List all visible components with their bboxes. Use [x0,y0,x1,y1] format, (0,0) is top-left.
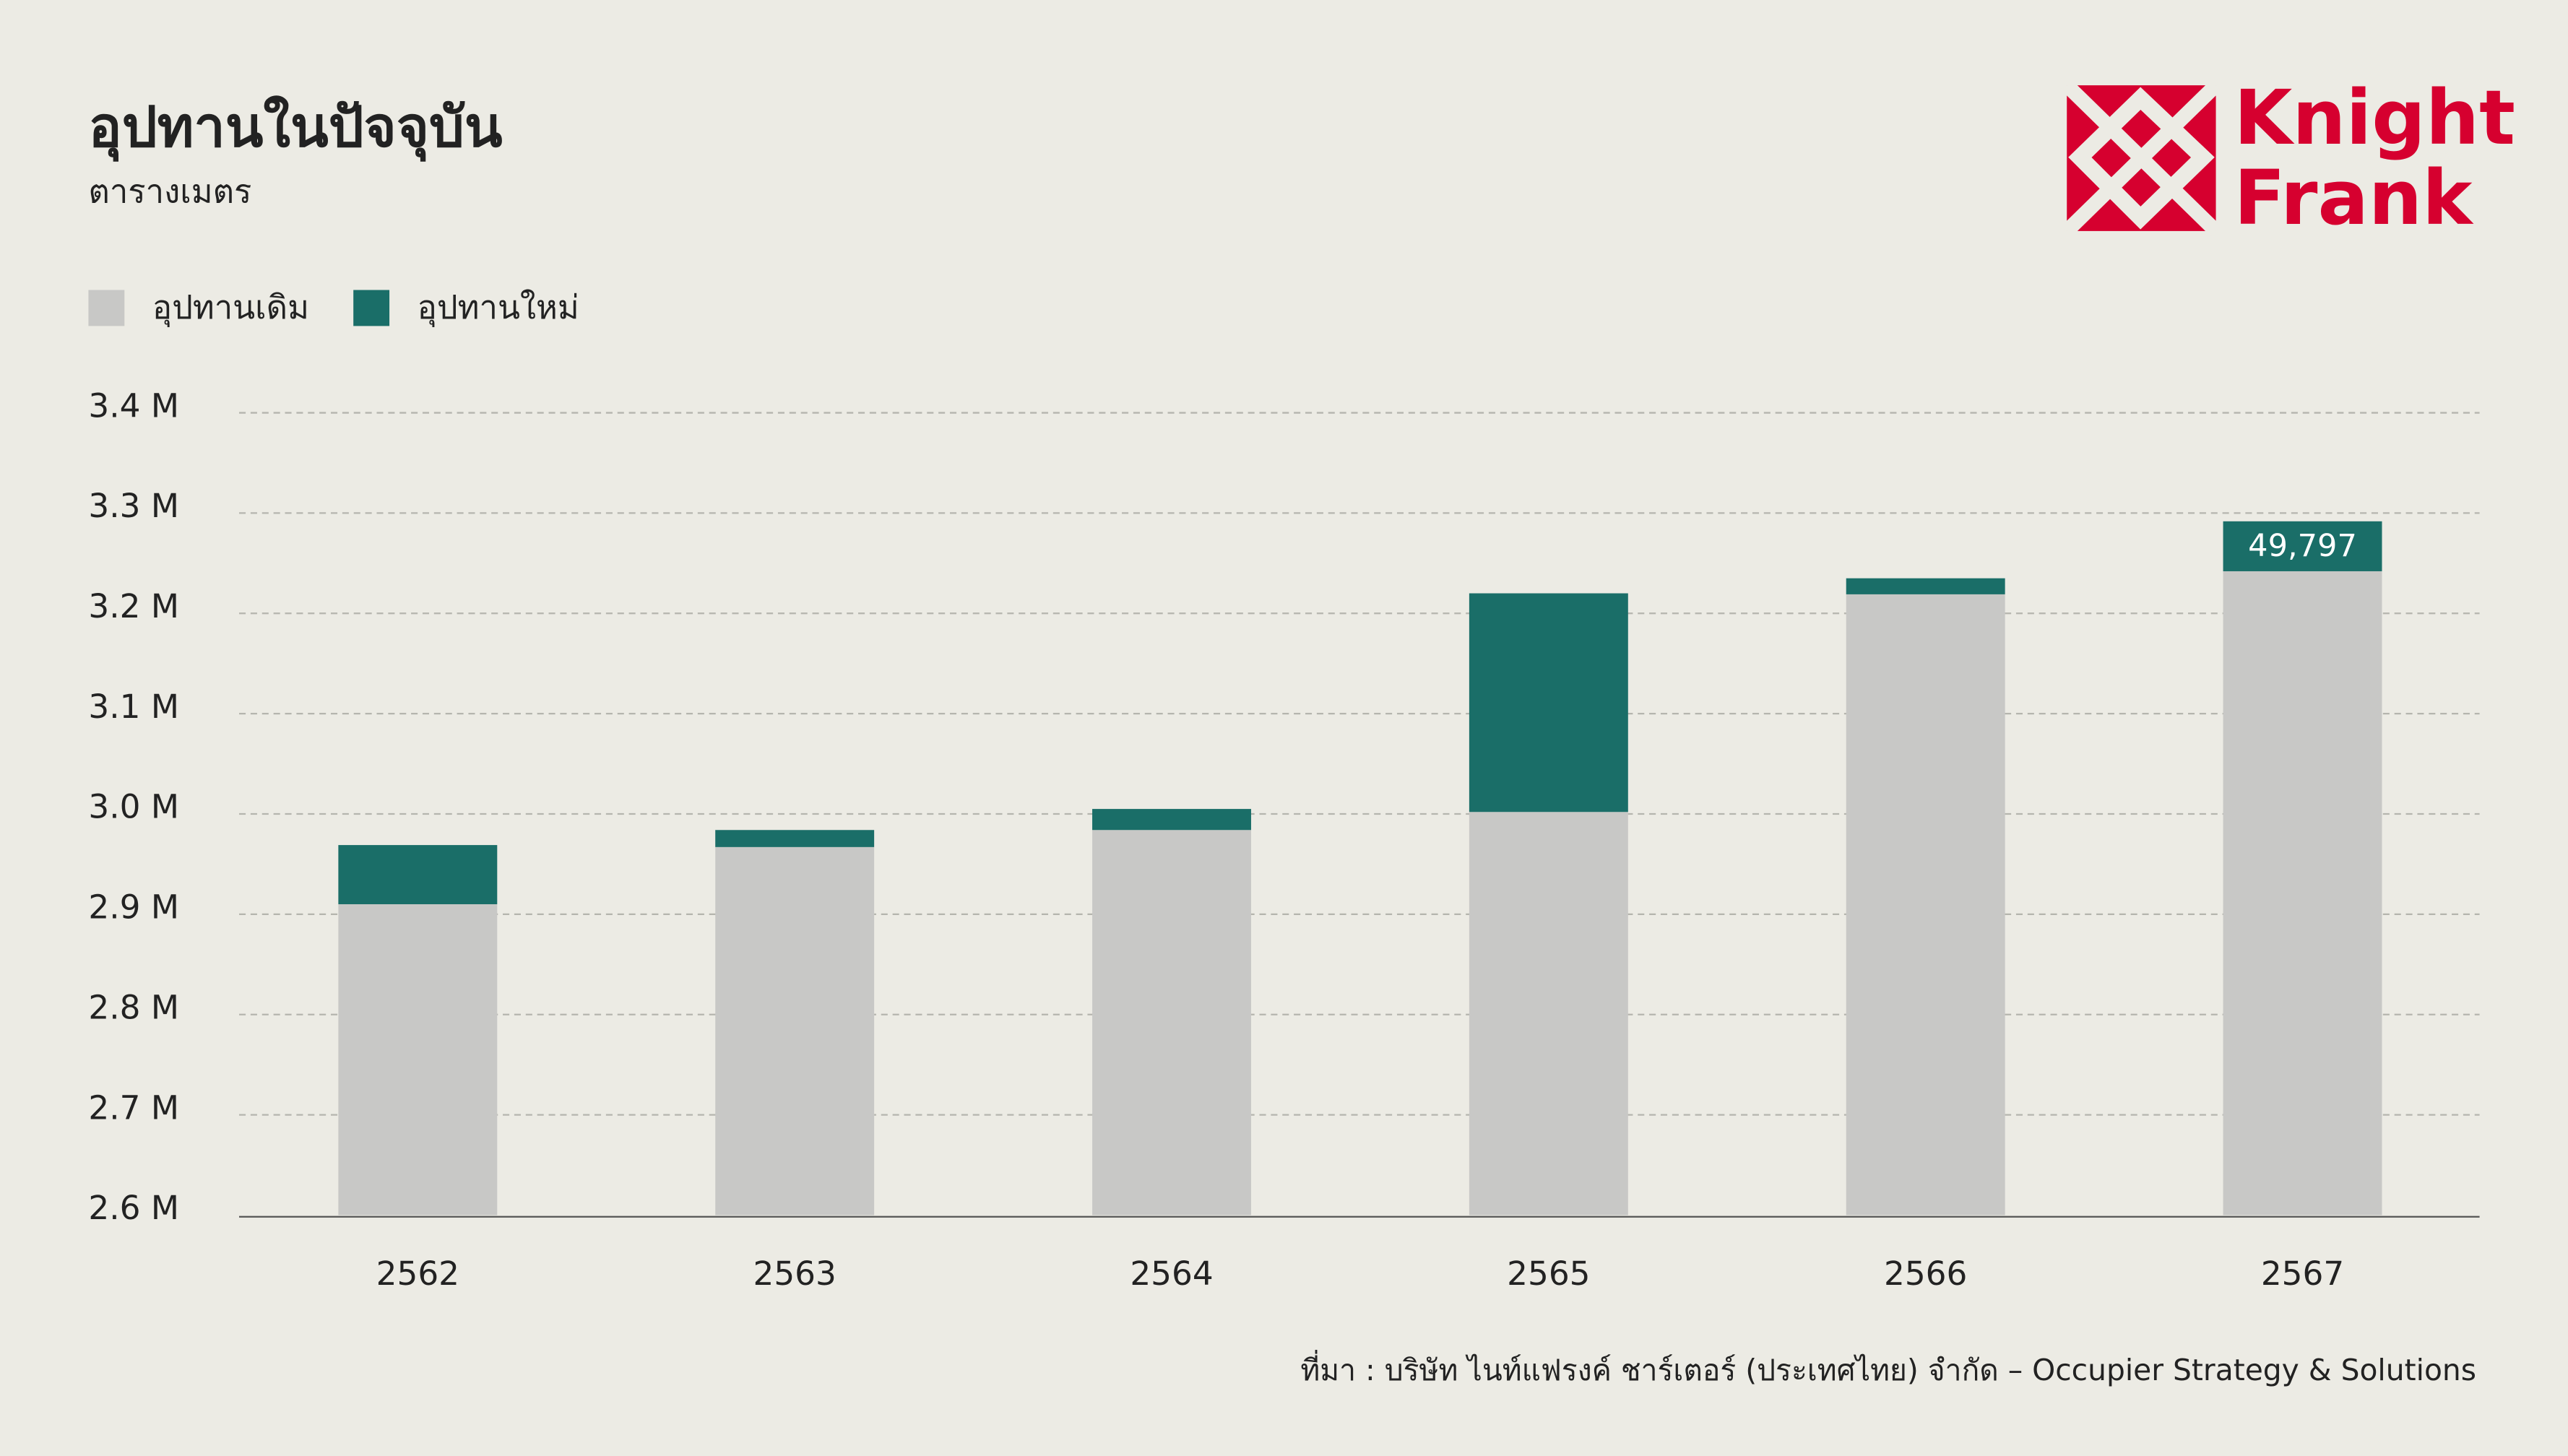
bar-segment [338,904,498,1216]
bar-segment [1469,593,1628,812]
y-tick-label: 3.1 M [88,688,179,726]
y-tick-label: 3.0 M [88,788,179,826]
bar-segment [1092,809,1251,831]
bar-segment [338,845,498,905]
x-tick-label: 2565 [1507,1254,1590,1293]
y-tick-label: 3.3 M [88,487,179,525]
bar-segment [1846,578,2005,594]
bar-segment [2223,571,2382,1216]
bar-segment [1846,594,2005,1216]
legend-swatch [353,290,390,326]
legend-label: อุปทานใหม่ [418,288,579,328]
chart-title: อุปทานในปัจจุบัน [88,95,503,162]
logo-text: Knight [2234,74,2515,162]
x-tick-label: 2566 [1884,1254,1967,1293]
legend-label: อุปทานเดิม [152,288,309,328]
logo-diamond [2068,87,2215,230]
y-tick-label: 2.8 M [88,988,179,1026]
x-tick-label: 2564 [1130,1254,1213,1293]
x-tick-label: 2567 [2261,1254,2344,1293]
bar-segment [1092,830,1251,1216]
logo: Knight Frank [2062,74,2515,242]
y-tick-label: 2.6 M [88,1189,179,1227]
x-tick-label: 2563 [753,1254,836,1293]
chart-subtitle: ตารางเมตร [88,172,251,210]
logo-line [2062,79,2221,237]
y-tick-label: 2.7 M [88,1088,179,1127]
y-tick-label: 3.2 M [88,587,179,625]
source-note: ที่มา : บริษัท ไนท์แฟรงค์ ชาร์เตอร์ (ประ… [1300,1350,2476,1387]
y-tick-label: 2.9 M [88,888,179,927]
y-tick-label: 3.4 M [88,386,179,425]
bar-segment [2223,521,2382,571]
legend-swatch [88,290,125,326]
logo-text: Frank [2234,154,2474,242]
bar-segment [715,830,875,847]
bar-segment [1469,812,1628,1216]
bar-segment [715,846,875,1216]
data-label: 49,797 [2248,528,2357,564]
x-tick-label: 2562 [376,1254,459,1293]
